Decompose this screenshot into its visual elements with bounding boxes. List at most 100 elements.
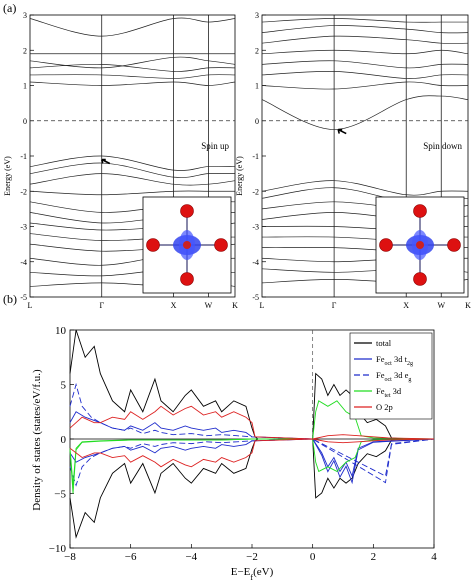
y-ticks: 3 2 1 0 -1 -2 -3 -4 -5 bbox=[252, 11, 266, 302]
iron-atom bbox=[416, 241, 424, 249]
x-axis-label: E−Ef(eV) bbox=[231, 566, 274, 582]
k-tick-label: K bbox=[465, 301, 471, 310]
band-line bbox=[261, 35, 469, 44]
x-tick-label: −2 bbox=[246, 551, 258, 563]
y-tick-label: -4 bbox=[252, 258, 259, 267]
x-tick-label: −8 bbox=[64, 551, 76, 563]
band-line bbox=[261, 49, 469, 55]
arrow-icon bbox=[337, 128, 347, 135]
band-line bbox=[261, 25, 469, 34]
legend-entry: Feoct 3d t2g bbox=[376, 354, 413, 367]
band-line bbox=[261, 81, 469, 90]
arrow-icon bbox=[100, 158, 111, 165]
y-tick-label: -3 bbox=[252, 223, 259, 232]
dos-curve-down bbox=[69, 438, 435, 486]
y-tick-label: 3 bbox=[23, 11, 27, 20]
y-tick-label: 0 bbox=[61, 434, 67, 446]
panel-b-label: (b) bbox=[3, 292, 17, 306]
iron-atom bbox=[183, 241, 191, 249]
x-axis-label-unit: (eV) bbox=[253, 566, 273, 578]
y-tick-label: 3 bbox=[255, 11, 259, 20]
panel-a-label: (a) bbox=[3, 1, 16, 15]
legend: total Feoct 3d t2g Feoct 3d eg Fetet 3d O 2p bbox=[349, 332, 433, 420]
band-line bbox=[29, 162, 236, 178]
crystal-inset bbox=[142, 196, 232, 294]
legend-box bbox=[349, 332, 433, 420]
y-tick-label: -3 bbox=[20, 223, 27, 232]
x-ticks: −8 −6 −4 −2 0 2 4 bbox=[64, 544, 437, 563]
y-tick-label: -5 bbox=[252, 293, 259, 302]
oxygen-atom bbox=[214, 238, 228, 252]
y-axis-label: Density of states (states/eV/f.u.) bbox=[31, 369, 43, 511]
y-tick-label: -2 bbox=[20, 187, 27, 196]
dos-curve-down bbox=[69, 438, 435, 468]
dos-curve-down bbox=[69, 438, 434, 539]
y-axis-label: Energy (eV) bbox=[3, 156, 12, 196]
band-line bbox=[29, 190, 235, 196]
legend-entry: total bbox=[376, 338, 392, 348]
legend-entry: Fetet 3d bbox=[376, 386, 402, 399]
k-tick-label: Γ bbox=[99, 301, 104, 310]
y-tick-label: -5 bbox=[20, 293, 27, 302]
x-tick-label: −4 bbox=[185, 551, 197, 563]
dos-plot: −8 −6 −4 −2 0 2 4 10 5 0 −5 −10 total Feoct 3d t2g F… bbox=[31, 325, 437, 582]
spin-label: Spin down bbox=[423, 141, 462, 151]
y-tick-label: -4 bbox=[20, 258, 27, 267]
oxygen-atom bbox=[180, 204, 194, 218]
x-axis-label-main: E−E bbox=[231, 566, 251, 578]
dos-curves bbox=[69, 329, 435, 539]
oxygen-atom bbox=[447, 238, 461, 252]
y-tick-label: -2 bbox=[252, 187, 259, 196]
band-structure-spin-down: 3 2 1 0 -1 -2 -3 -4 -5 L Γ X W K Spin down Energy (e… bbox=[235, 11, 471, 310]
y-axis-label: Energy (eV) bbox=[235, 156, 244, 196]
crystal-inset bbox=[375, 196, 465, 294]
y-tick-label: −10 bbox=[49, 543, 67, 555]
band-structure-spin-up: 3 2 1 0 -1 -2 -3 -4 -5 L Γ X W K Spin up Energy (eV) bbox=[3, 11, 238, 310]
x-tick-label: 4 bbox=[431, 551, 437, 563]
k-tick-label: X bbox=[171, 301, 177, 310]
band-line bbox=[29, 74, 236, 79]
band-line bbox=[261, 60, 469, 69]
k-tick-label: W bbox=[437, 301, 445, 310]
y-tick-label: 1 bbox=[255, 82, 259, 91]
y-tick-label: 0 bbox=[255, 117, 259, 126]
y-tick-label: 0 bbox=[23, 117, 27, 126]
legend-entry: Feoct 3d eg bbox=[376, 370, 411, 383]
band-line bbox=[29, 17, 236, 37]
band-line bbox=[29, 173, 236, 186]
y-tick-label: 5 bbox=[61, 380, 67, 392]
x-tick-label: 0 bbox=[310, 551, 316, 563]
k-tick-label: L bbox=[260, 301, 265, 310]
y-tick-label: 10 bbox=[55, 325, 67, 337]
k-tick-label: X bbox=[403, 301, 409, 310]
x-tick-label: −6 bbox=[125, 551, 137, 563]
y-tick-label: -1 bbox=[252, 152, 259, 161]
y-tick-label: -1 bbox=[20, 152, 27, 161]
x-axis-label-sub: f bbox=[250, 573, 253, 582]
band-line bbox=[261, 18, 468, 23]
band-line bbox=[29, 81, 236, 86]
y-ticks: 3 2 1 0 -1 -2 -3 -4 -5 bbox=[20, 11, 34, 302]
oxygen-atom bbox=[413, 272, 427, 286]
k-tick-label: K bbox=[232, 301, 238, 310]
oxygen-atom bbox=[413, 204, 427, 218]
y-tick-label: −5 bbox=[54, 489, 66, 501]
dos-curve-down bbox=[69, 438, 435, 478]
k-tick-label: Γ bbox=[332, 301, 337, 310]
band-line bbox=[29, 155, 236, 171]
x-tick-label: 2 bbox=[371, 551, 377, 563]
spin-label: Spin up bbox=[201, 141, 229, 151]
oxygen-atom bbox=[146, 238, 160, 252]
oxygen-atom bbox=[180, 272, 194, 286]
band-line bbox=[261, 70, 469, 79]
band-line bbox=[29, 63, 236, 72]
k-tick-label: L bbox=[28, 301, 33, 310]
k-tick-label: W bbox=[205, 301, 213, 310]
dos-curve-up bbox=[69, 382, 435, 484]
dos-curve-up bbox=[69, 405, 435, 440]
legend-entry: O 2p bbox=[376, 402, 393, 412]
y-tick-label: 2 bbox=[23, 46, 27, 55]
